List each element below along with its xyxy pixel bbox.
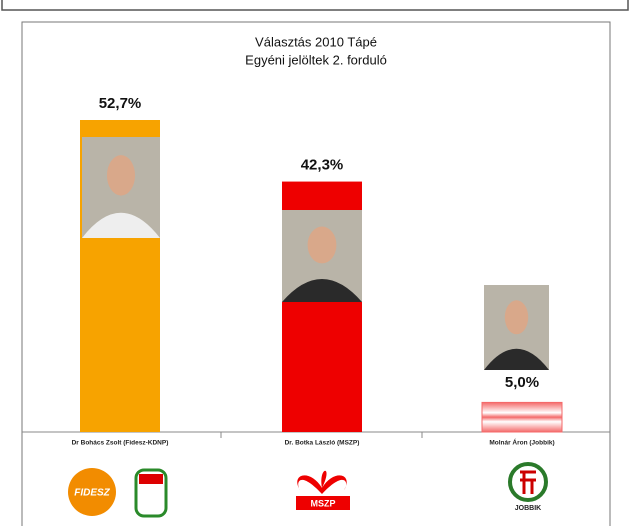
x-tick-label: Dr. Botka László (MSZP) [285, 440, 360, 447]
value-label: 52,7% [99, 95, 142, 112]
photo-body [282, 279, 362, 302]
kdnp-red [139, 474, 163, 484]
photo-body [82, 212, 160, 238]
chart-title: Választás 2010 Tápé [255, 34, 377, 49]
photo-body [484, 348, 549, 370]
mszp-bar [296, 496, 350, 510]
value-label: 42,3% [301, 157, 344, 174]
logo-text: JOBBIK [515, 505, 541, 512]
x-tick-label: Dr Bohács Zsolt (Fidesz-KDNP) [72, 440, 169, 447]
logo-text: FIDESZ [74, 488, 110, 499]
fidesz-logo [68, 468, 116, 516]
photo-head [307, 226, 337, 264]
logo-text: MSZP [310, 498, 335, 508]
x-tick-label: Molnár Áron (Jobbik) [489, 438, 554, 447]
value-label: 5,0% [505, 374, 539, 391]
photo-head [106, 155, 136, 196]
top-frame [1, 0, 629, 11]
chart-subtitle: Egyéni jelöltek 2. forduló [245, 52, 387, 67]
jobbik-logo [508, 462, 548, 502]
jobbik-mark [520, 470, 536, 494]
photo-head [504, 300, 529, 335]
mszp-flower [297, 470, 347, 494]
bar [481, 401, 563, 433]
